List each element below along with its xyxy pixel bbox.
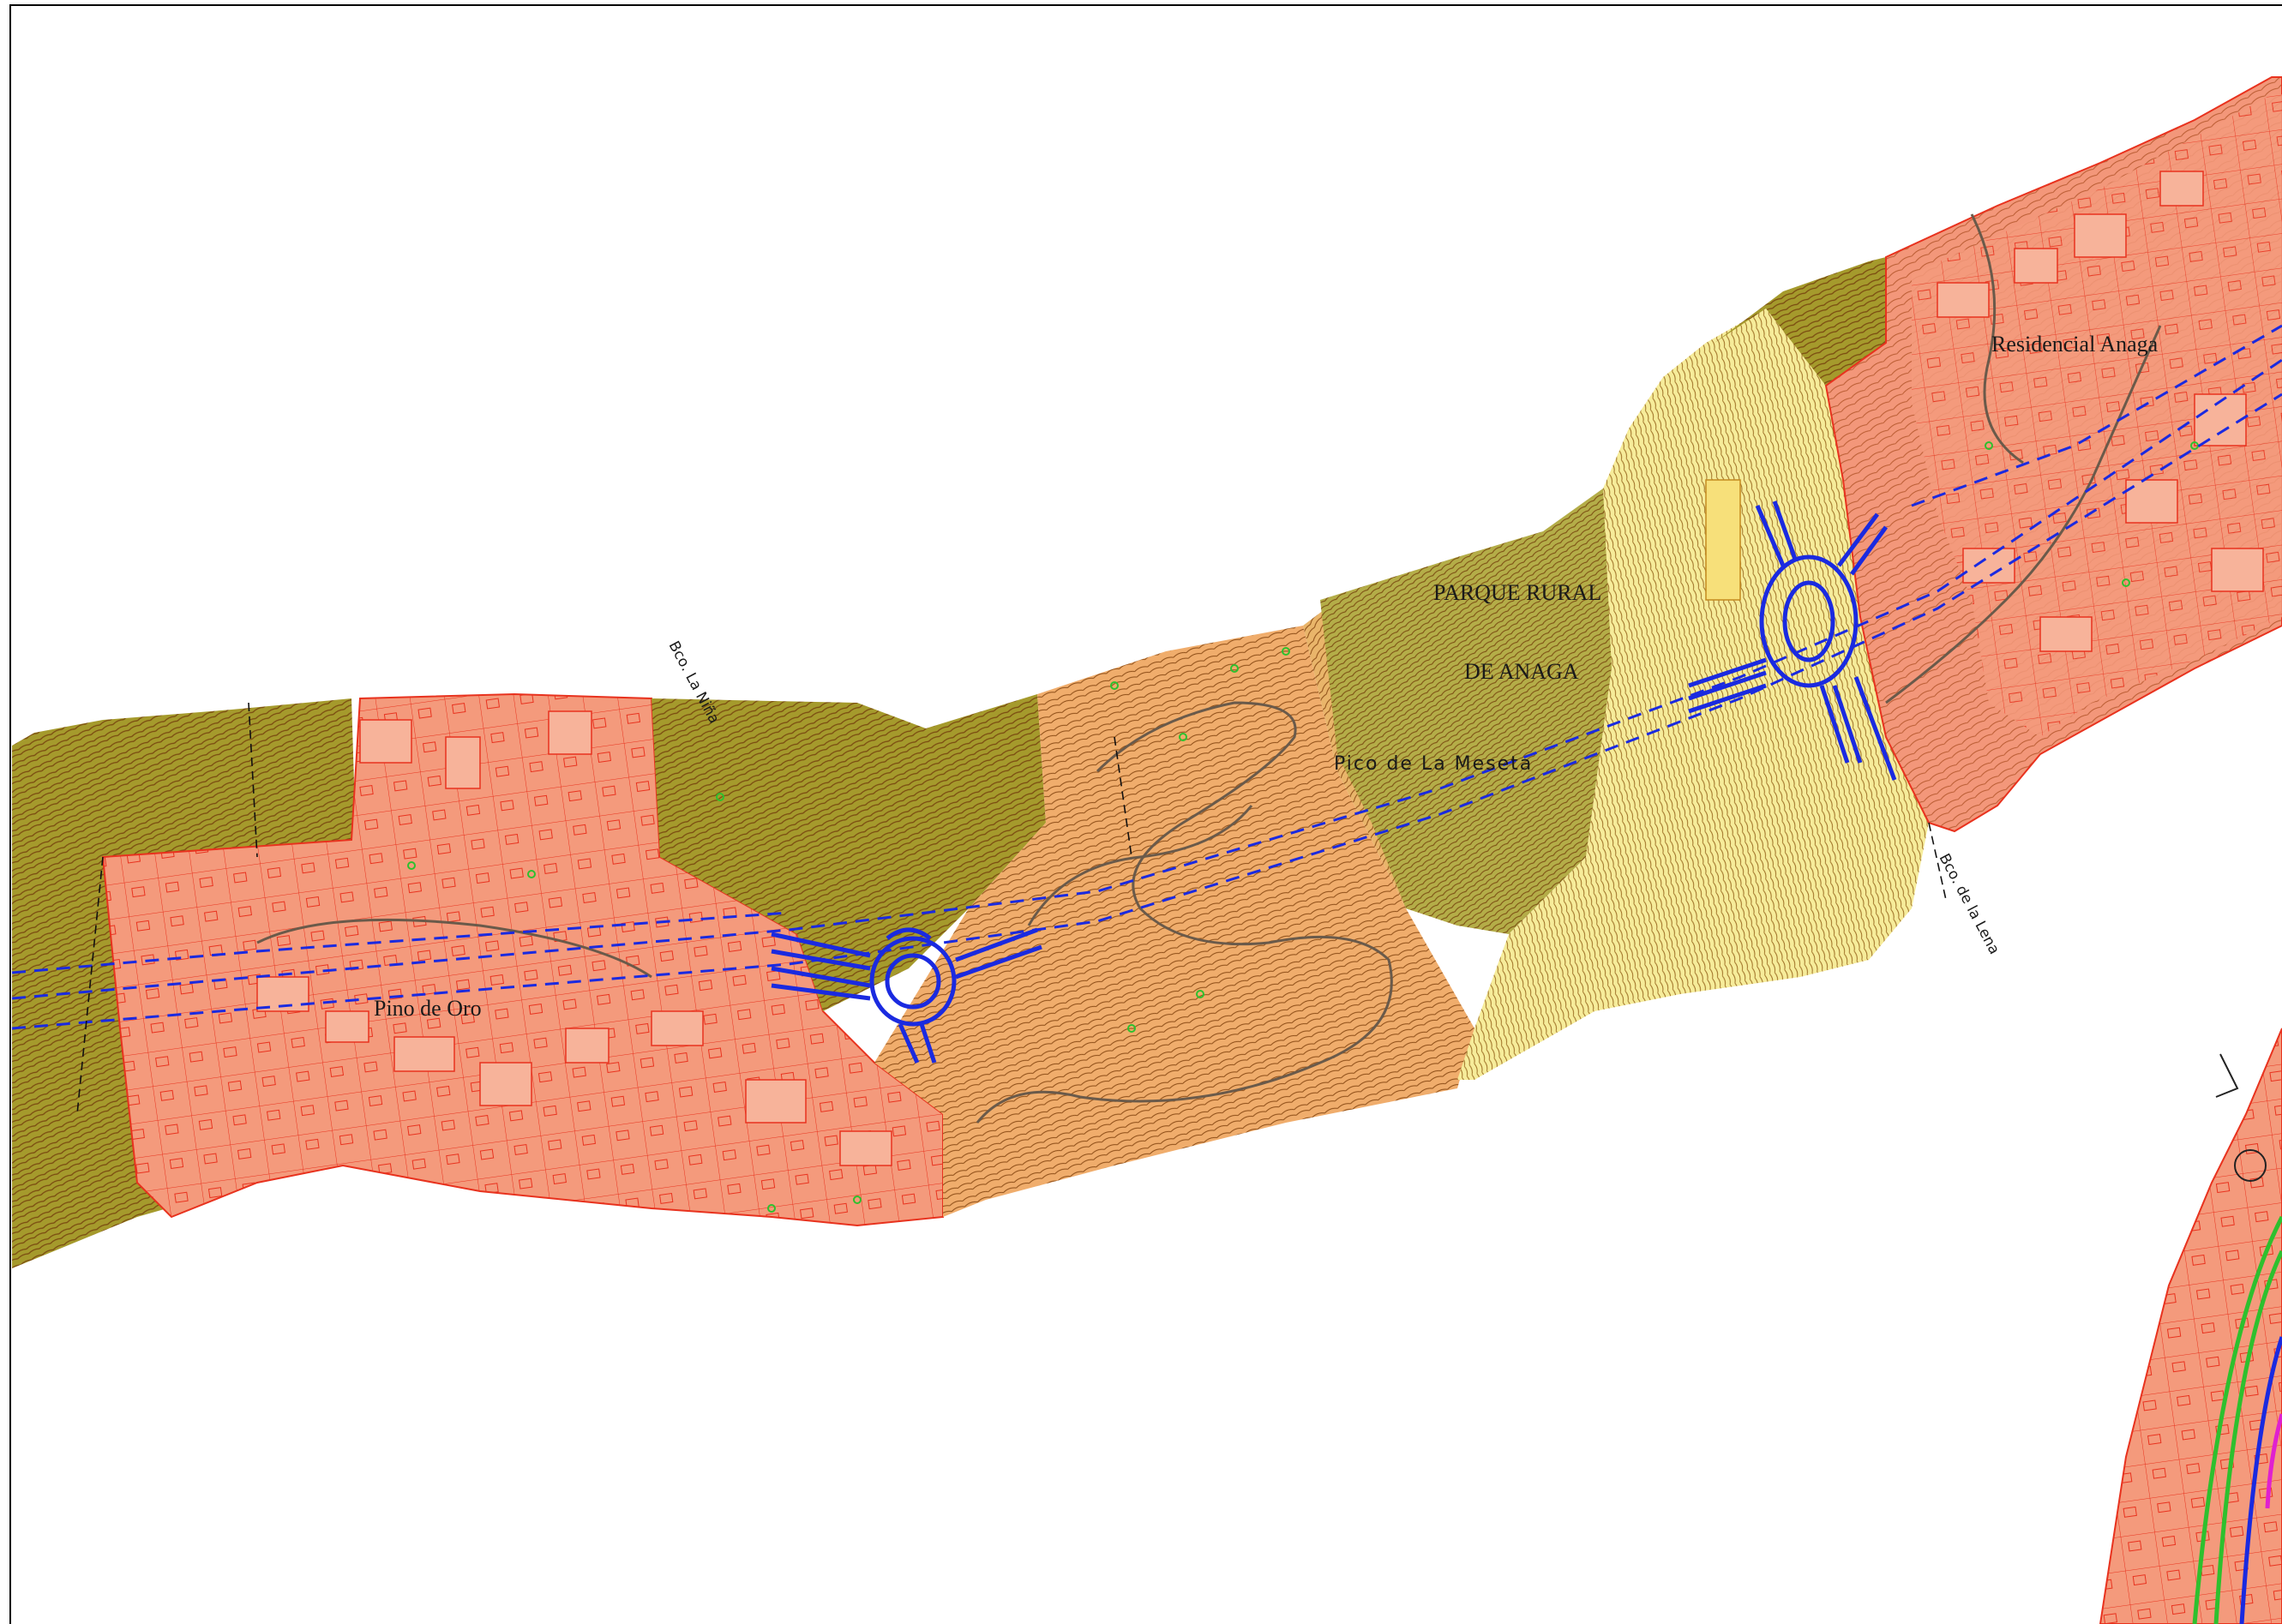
olive-slope-residencial [1715, 253, 1903, 386]
label-residencial-anaga: Residencial Anaga [1991, 332, 2159, 357]
olive-slope-bco-la-nina [652, 694, 1046, 1011]
building-outlines [256, 171, 2264, 1166]
tunnel-alignment-dashed [11, 324, 2282, 1030]
roundabout-west [771, 927, 1042, 1064]
map-frame-border [9, 4, 2282, 1624]
vegetation-marks [407, 441, 2199, 1213]
label-pino-de-oro: Pino de Oro [374, 996, 482, 1021]
label-parque-rural-line1: PARQUE RURAL [1433, 580, 1601, 605]
highway-green-line-2 [2213, 1249, 2282, 1624]
roundabout-small-se [2234, 1149, 2267, 1182]
boundary-lines [76, 702, 1947, 1115]
street-network [256, 213, 2162, 1124]
roundabout-east [1688, 500, 1897, 781]
highway-blue-line [2239, 1336, 2282, 1624]
label-pico-de-la-meseta: Pico de La Meseta [1334, 753, 1533, 775]
terrain-orange-central [874, 626, 1474, 1217]
olive-parque-rural [1320, 480, 1629, 934]
highway-magenta-line [2265, 1413, 2282, 1509]
se-road-edge [2215, 1053, 2239, 1098]
building-yellow-block [1705, 479, 1741, 601]
urban-strip-southeast [2099, 1028, 2282, 1624]
label-bco-de-la-lena: Bco. de la Lena [1936, 851, 2003, 957]
label-parque-rural-line2: DE ANAGA [1464, 659, 1579, 684]
highway-green-line-1 [2192, 1215, 2282, 1624]
